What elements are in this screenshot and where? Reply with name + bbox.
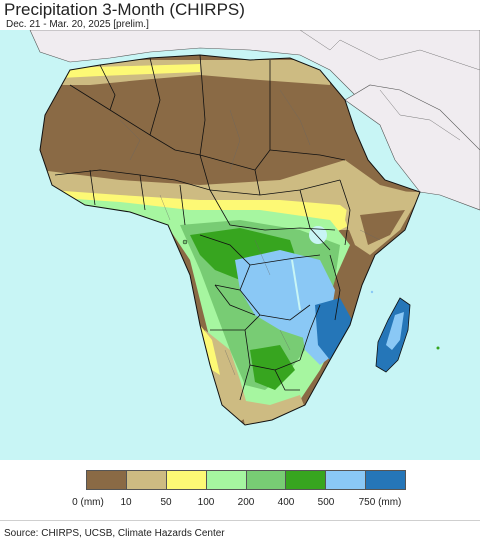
island-comoros — [370, 290, 374, 294]
admin-borders — [119, 89, 381, 376]
legend-label-5: 400 — [277, 497, 295, 508]
legend-swatch-4 — [246, 471, 287, 489]
eurasia-borders — [299, 30, 480, 71]
arabian-peninsula — [344, 84, 480, 211]
africa-coastline — [39, 54, 421, 426]
legend-swatch-1 — [126, 471, 167, 489]
legend-swatch-2 — [166, 471, 207, 489]
legend-swatch-7 — [366, 471, 405, 489]
map-title: Precipitation 3-Month (CHIRPS) — [4, 0, 245, 19]
source-credit: Source: CHIRPS, UCSB, Climate Hazards Ce… — [4, 528, 225, 539]
legend-label-3: 100 — [197, 497, 215, 508]
legend-label-7: 750 (mm) — [358, 497, 402, 508]
legend-label-6: 500 — [317, 497, 335, 508]
country-borders — [54, 54, 351, 401]
precipitation-map — [0, 30, 480, 460]
footer: Source: CHIRPS, UCSB, Climate Hazards Ce… — [0, 520, 480, 541]
legend-swatch-5 — [286, 471, 327, 489]
madagascar-interior — [386, 312, 404, 350]
legend-label-4: 200 — [237, 497, 255, 508]
legend-swatch-3 — [206, 471, 247, 489]
legend-label-2: 50 — [160, 497, 172, 508]
island-mauritius — [436, 346, 440, 350]
middle-east-borders — [379, 89, 461, 141]
legend-swatch-6 — [326, 471, 367, 489]
africa-map-svg — [0, 30, 480, 460]
legend-label-1: 10 — [120, 497, 132, 508]
legend: 0 (mm) 10 50 100 200 400 500 750 (mm) — [0, 460, 480, 520]
legend-colorbar — [86, 470, 406, 490]
legend-label-0: 0 (mm) — [72, 497, 104, 508]
legend-swatch-0 — [87, 471, 127, 489]
map-date-range: Dec. 21 - Mar. 20, 2025 [prelim.] — [6, 19, 149, 30]
island-bioko — [182, 239, 188, 245]
